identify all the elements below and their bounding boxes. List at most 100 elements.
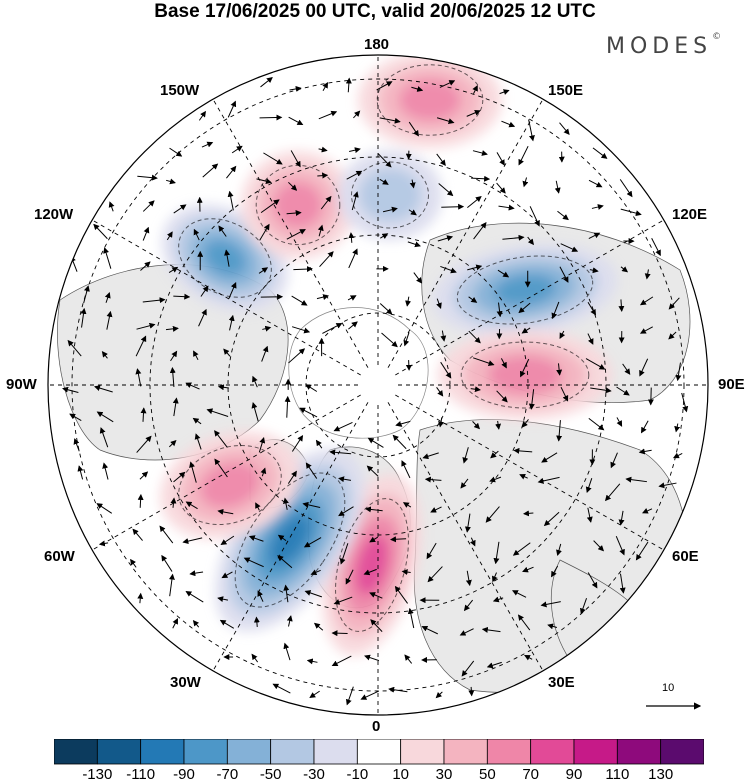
wind-vector	[173, 293, 191, 300]
wind-vector	[380, 233, 389, 239]
wind-vector	[642, 508, 653, 514]
wind-vector	[170, 350, 178, 362]
colorbar-tick-label: -10	[346, 766, 369, 783]
wind-vector	[524, 654, 533, 661]
wind-vector	[348, 321, 358, 330]
wind-vector	[182, 537, 203, 545]
wind-vector	[277, 555, 293, 569]
wind-vector	[585, 478, 593, 494]
wind-vector	[315, 439, 323, 449]
wind-vector	[511, 590, 527, 598]
meridian-line	[91, 219, 361, 376]
wind-vector	[382, 206, 398, 213]
wind-vector	[625, 476, 648, 483]
wind-vector	[220, 535, 235, 546]
wind-vector	[376, 81, 393, 91]
wind-vector	[202, 163, 219, 178]
wind-vector	[635, 541, 649, 561]
wind-vector	[672, 452, 683, 459]
wind-vector	[588, 417, 605, 431]
wind-vector	[528, 389, 535, 410]
wind-vector	[363, 568, 377, 576]
wind-vector	[521, 327, 531, 334]
wind-vector	[251, 402, 259, 422]
colorbar	[54, 739, 704, 765]
wind-vector	[338, 506, 354, 517]
wind-vector	[467, 264, 483, 271]
wind-vector	[496, 302, 503, 318]
wind-vector	[185, 501, 198, 510]
wind-vector	[512, 542, 531, 556]
wind-vector	[616, 417, 623, 427]
colorbar-swatch	[443, 739, 488, 765]
wind-vector	[675, 362, 682, 382]
wind-vector	[401, 569, 411, 576]
wind-vector	[101, 351, 108, 359]
wind-vector	[486, 661, 502, 669]
wind-vector	[369, 536, 379, 543]
wind-vector	[404, 654, 413, 664]
lon-label-60e: 60E	[672, 548, 699, 565]
meridian-line	[212, 402, 369, 672]
wind-vector	[338, 476, 352, 483]
wind-vector	[436, 117, 455, 125]
anomaly-western-atlantic	[269, 515, 311, 565]
wind-vector	[345, 77, 352, 93]
wind-vector	[559, 330, 566, 339]
wind-vector	[593, 540, 605, 552]
wind-vector	[77, 465, 84, 480]
wind-vector	[221, 571, 233, 579]
colorbar-tick-label: 90	[565, 766, 583, 783]
wind-vector	[496, 152, 505, 166]
colorbar-tick-label: -70	[216, 766, 239, 783]
wind-vector	[305, 384, 318, 392]
wind-vector	[421, 625, 439, 635]
wind-vector	[102, 462, 109, 480]
wind-vector	[351, 191, 359, 211]
wind-vector	[348, 232, 355, 243]
wind-vector	[189, 461, 197, 483]
colorbar-swatch	[54, 739, 98, 765]
wind-vector	[668, 297, 680, 310]
wind-vector	[587, 301, 597, 316]
colorbar-tick-label: 10	[392, 766, 409, 783]
wind-vector	[468, 330, 481, 344]
wind-vector	[349, 147, 361, 154]
wind-vector	[317, 224, 324, 237]
wind-vector	[439, 80, 456, 88]
wind-vector	[198, 110, 206, 121]
wind-vector	[353, 110, 361, 119]
wind-vector	[529, 206, 540, 227]
wind-vector	[227, 100, 237, 118]
wind-vector	[604, 483, 621, 502]
wind-vector	[426, 542, 437, 560]
wind-vector	[473, 221, 487, 240]
meridian-line	[91, 394, 361, 551]
wind-vector	[206, 408, 229, 417]
wind-vector	[317, 172, 329, 179]
wind-vector	[543, 511, 560, 527]
anomaly-central-asia	[487, 355, 563, 395]
wind-vector	[170, 497, 177, 508]
wind-vector	[436, 387, 444, 397]
wind-vector	[159, 525, 174, 544]
wind-vector	[94, 385, 113, 393]
wind-vector	[346, 170, 363, 180]
wind-vector	[518, 302, 531, 314]
wind-vector	[99, 427, 109, 448]
colorbar-swatch	[313, 739, 358, 765]
anomaly-west-canada	[273, 181, 323, 229]
wind-vector	[226, 165, 237, 179]
wind-vector	[435, 691, 443, 699]
wind-vector	[83, 285, 90, 304]
wind-vector	[282, 497, 289, 510]
wind-vector	[277, 534, 287, 542]
wind-vector	[103, 247, 112, 269]
wind-vector	[422, 452, 439, 460]
wind-vector	[93, 223, 108, 240]
wind-vector	[658, 482, 677, 489]
wind-vector	[615, 536, 625, 556]
wind-vector	[437, 235, 454, 242]
wind-vector	[173, 471, 186, 483]
